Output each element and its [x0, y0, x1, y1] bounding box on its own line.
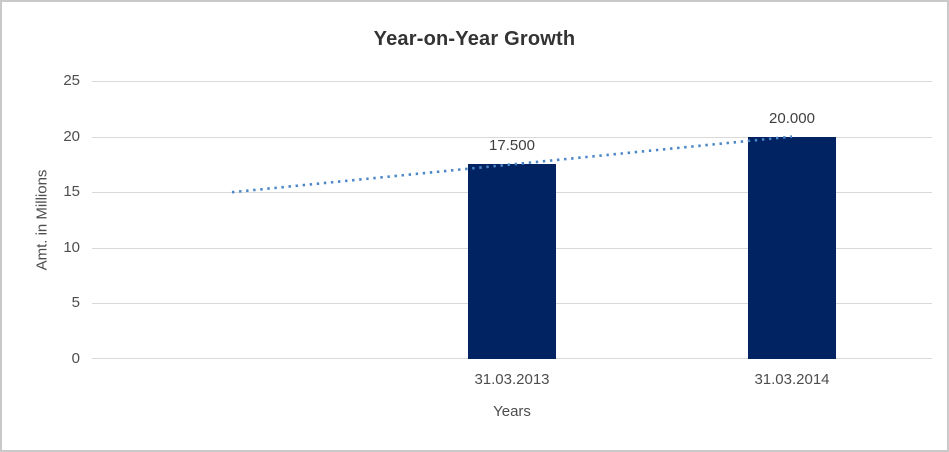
y-tick-10: 10: [63, 239, 80, 256]
data-label-2014: 20.000: [769, 109, 815, 127]
y-tick-5: 5: [71, 294, 80, 311]
x-tick-2013: 31.03.2013: [474, 371, 550, 388]
bar-2013: [468, 164, 556, 359]
x-tick-2014: 31.03.2014: [754, 371, 830, 388]
y-tick-20: 20: [63, 128, 80, 145]
chart-title: Year-on-Year Growth: [373, 28, 576, 50]
data-label-2013: 17.500: [489, 137, 535, 155]
bar-2014: [748, 136, 836, 359]
y-tick-15: 15: [63, 183, 80, 200]
y-tick-25: 25: [63, 72, 80, 89]
gridline-25: [92, 81, 932, 82]
y-tick-0: 0: [71, 350, 80, 367]
x-axis-title: Years: [493, 403, 531, 420]
y-axis-title: Amt. in Millions: [33, 169, 51, 271]
